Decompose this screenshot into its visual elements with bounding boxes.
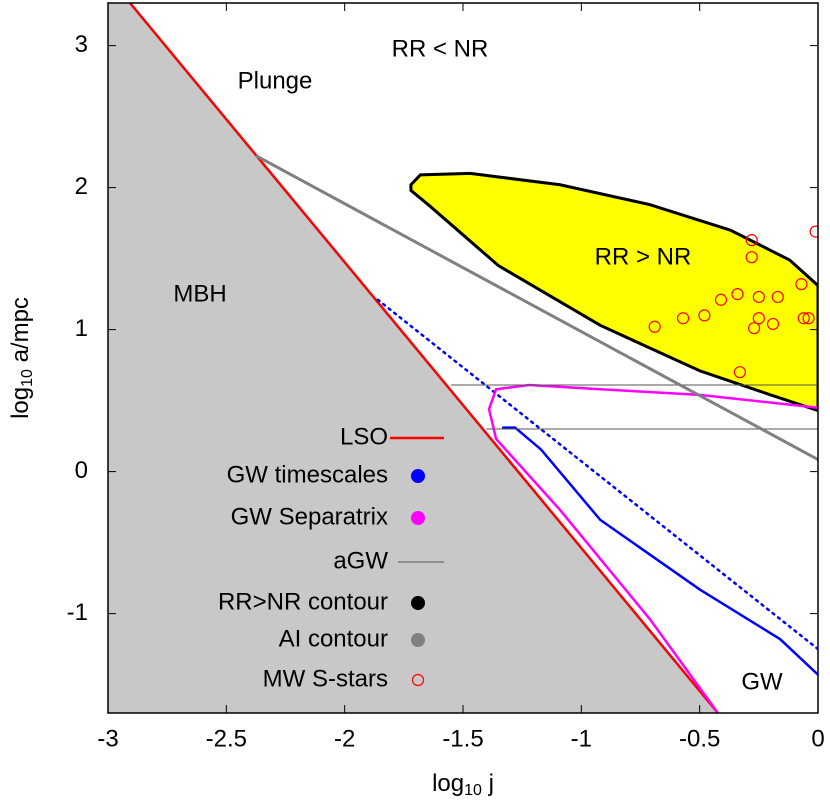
- data-point: [745, 251, 758, 264]
- curve: [487, 383, 818, 713]
- curve: [128, 3, 720, 713]
- data-point: [752, 290, 765, 304]
- legend-symbol: [411, 469, 425, 483]
- data-point: [648, 320, 661, 333]
- x-tick-label: -0.5: [679, 725, 720, 752]
- data-point: [676, 312, 690, 325]
- y-tick-label: 2: [75, 173, 88, 200]
- data-point: [766, 317, 780, 331]
- ylabel-rest: a/mpc: [7, 297, 34, 369]
- curve: [376, 298, 818, 651]
- x-tick-label: 0: [811, 725, 824, 752]
- mbh-region: [108, 3, 718, 713]
- y-tick-label: 0: [75, 457, 88, 484]
- legend-label: AI contour: [279, 625, 388, 652]
- y-tick-label: 1: [75, 315, 88, 342]
- legend-label: GW timescales: [227, 461, 388, 488]
- legend-label: GW Separatrix: [231, 503, 388, 530]
- data-point: [698, 309, 711, 322]
- x-tick-label: -1: [571, 725, 592, 752]
- data-point: [731, 288, 744, 301]
- legend-symbol: [411, 673, 425, 687]
- data-point: [802, 312, 815, 325]
- data-point: [797, 312, 810, 325]
- annotation: RR > NR: [595, 243, 692, 270]
- x-tick-label: -2.5: [206, 725, 247, 752]
- data-point: [745, 234, 758, 247]
- annotation: MBH: [173, 280, 226, 307]
- annotation: Plunge: [238, 67, 313, 94]
- y-tick-label: 3: [75, 31, 88, 58]
- annotation: RR < NR: [392, 35, 489, 62]
- plot-area: [108, 3, 818, 713]
- x-tick-label: -1.5: [442, 725, 483, 752]
- legend-label: LSO: [340, 423, 388, 450]
- ylabel: log10 a/mpc: [7, 297, 36, 419]
- x-tick-label: -3: [97, 725, 118, 752]
- y-tick-label: -1: [67, 599, 88, 626]
- xlabel-rest: j: [482, 770, 494, 797]
- legend-symbol: [411, 596, 425, 610]
- data-point: [771, 290, 784, 304]
- legend-symbol: [411, 511, 425, 525]
- data-point: [809, 225, 818, 238]
- data-point: [714, 293, 728, 306]
- contour: [409, 171, 818, 413]
- data-point: [747, 322, 761, 335]
- xlabel: log10 j: [432, 770, 494, 799]
- annotation: GW: [741, 668, 783, 695]
- xlabel-sub: 10: [464, 782, 482, 799]
- curve: [501, 426, 818, 676]
- ylabel-base: log: [7, 387, 34, 419]
- curve: [255, 154, 818, 462]
- xlabel-base: log: [432, 770, 464, 797]
- legend-label: MW S-stars: [263, 665, 388, 692]
- data-point: [733, 366, 747, 379]
- legend-label: aGW: [333, 547, 388, 574]
- data-point: [752, 312, 765, 325]
- ylabel-sub: 10: [19, 369, 36, 387]
- legend-label: RR>NR contour: [218, 588, 388, 615]
- data-point: [795, 278, 808, 291]
- legend-symbol: [411, 633, 425, 647]
- x-tick-label: -2: [334, 725, 355, 752]
